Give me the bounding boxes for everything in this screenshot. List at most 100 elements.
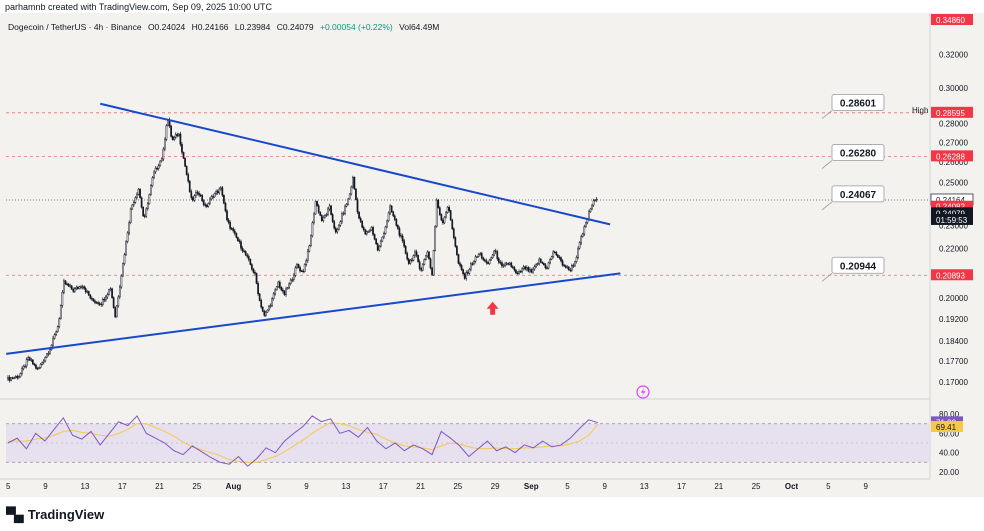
candle[interactable] bbox=[552, 250, 555, 259]
candle[interactable] bbox=[95, 301, 98, 304]
candle[interactable] bbox=[345, 202, 348, 208]
candle[interactable] bbox=[519, 270, 522, 273]
candle[interactable] bbox=[150, 184, 152, 196]
candle[interactable] bbox=[277, 280, 280, 289]
candle[interactable] bbox=[184, 157, 186, 168]
candle[interactable] bbox=[476, 255, 478, 258]
candle[interactable] bbox=[109, 287, 112, 292]
candle[interactable] bbox=[154, 166, 157, 175]
candle[interactable] bbox=[18, 375, 20, 380]
candle[interactable] bbox=[390, 205, 393, 213]
candle[interactable] bbox=[178, 132, 180, 137]
candle[interactable] bbox=[286, 286, 289, 290]
candle[interactable] bbox=[362, 225, 365, 232]
candle[interactable] bbox=[132, 200, 135, 207]
candle[interactable] bbox=[361, 220, 364, 229]
candle[interactable] bbox=[515, 268, 517, 275]
candle[interactable] bbox=[501, 260, 503, 269]
candle[interactable] bbox=[423, 258, 426, 266]
candle[interactable] bbox=[434, 225, 437, 252]
candle[interactable] bbox=[274, 288, 277, 296]
candle[interactable] bbox=[32, 358, 34, 365]
candle[interactable] bbox=[477, 253, 480, 258]
candle[interactable] bbox=[314, 200, 317, 215]
candle[interactable] bbox=[438, 206, 441, 217]
candle[interactable] bbox=[485, 258, 488, 265]
candle[interactable] bbox=[136, 192, 138, 200]
candle[interactable] bbox=[229, 220, 231, 231]
candle[interactable] bbox=[595, 197, 598, 203]
candle[interactable] bbox=[210, 194, 213, 201]
candle[interactable] bbox=[156, 166, 158, 171]
candle[interactable] bbox=[67, 282, 70, 288]
candle[interactable] bbox=[280, 286, 283, 292]
candle[interactable] bbox=[77, 285, 79, 290]
candle[interactable] bbox=[328, 203, 331, 212]
candle[interactable] bbox=[393, 214, 396, 221]
candle[interactable] bbox=[134, 196, 137, 204]
candle[interactable] bbox=[521, 267, 524, 274]
candle[interactable] bbox=[365, 230, 368, 236]
candle[interactable] bbox=[188, 180, 191, 193]
candle[interactable] bbox=[400, 233, 402, 239]
candle[interactable] bbox=[73, 287, 76, 293]
candle[interactable] bbox=[529, 267, 531, 274]
candle[interactable] bbox=[137, 187, 140, 196]
candle[interactable] bbox=[98, 301, 101, 306]
candle[interactable] bbox=[8, 375, 11, 383]
candle[interactable] bbox=[493, 249, 496, 257]
candle[interactable] bbox=[45, 353, 48, 359]
candle[interactable] bbox=[14, 375, 17, 379]
candle[interactable] bbox=[148, 193, 151, 205]
candle[interactable] bbox=[114, 306, 117, 319]
candle[interactable] bbox=[80, 284, 82, 290]
candle[interactable] bbox=[241, 246, 244, 253]
candle[interactable] bbox=[19, 372, 22, 378]
candle[interactable] bbox=[502, 263, 505, 268]
candle[interactable] bbox=[356, 197, 359, 215]
candle[interactable] bbox=[157, 163, 160, 171]
candle[interactable] bbox=[539, 258, 542, 264]
candle[interactable] bbox=[139, 188, 141, 199]
candle[interactable] bbox=[278, 280, 281, 290]
candle[interactable] bbox=[543, 262, 545, 266]
candle[interactable] bbox=[367, 230, 370, 233]
candle[interactable] bbox=[358, 211, 360, 220]
candle[interactable] bbox=[153, 170, 155, 180]
candle[interactable] bbox=[442, 218, 444, 225]
price-callout[interactable]: 0.20944 bbox=[821, 256, 885, 282]
candle[interactable] bbox=[575, 255, 578, 264]
candle[interactable] bbox=[440, 213, 443, 222]
candle[interactable] bbox=[319, 211, 322, 217]
candle[interactable] bbox=[435, 198, 438, 228]
symbol-name[interactable]: Dogecoin / TetherUS · 4h · Binance bbox=[8, 22, 142, 32]
candle[interactable] bbox=[56, 325, 59, 333]
candle[interactable] bbox=[160, 157, 163, 163]
candle[interactable] bbox=[563, 263, 565, 267]
candle[interactable] bbox=[125, 240, 127, 256]
candle[interactable] bbox=[285, 286, 287, 297]
candle[interactable] bbox=[334, 226, 337, 234]
candle[interactable] bbox=[204, 202, 207, 208]
candle[interactable] bbox=[353, 176, 356, 190]
candle[interactable] bbox=[306, 248, 309, 263]
candle[interactable] bbox=[533, 264, 536, 271]
candle[interactable] bbox=[302, 269, 304, 274]
candle[interactable] bbox=[224, 201, 227, 213]
candle[interactable] bbox=[122, 262, 124, 278]
candle[interactable] bbox=[129, 207, 132, 225]
candle[interactable] bbox=[581, 232, 584, 238]
candle[interactable] bbox=[401, 233, 404, 243]
candle[interactable] bbox=[355, 188, 357, 201]
candle[interactable] bbox=[59, 304, 62, 320]
candle[interactable] bbox=[263, 309, 266, 317]
candle[interactable] bbox=[140, 196, 143, 209]
candle[interactable] bbox=[451, 218, 454, 231]
candle[interactable] bbox=[176, 132, 179, 138]
candle[interactable] bbox=[191, 196, 194, 202]
candle[interactable] bbox=[549, 257, 551, 265]
candle[interactable] bbox=[452, 227, 455, 240]
candle[interactable] bbox=[473, 259, 475, 266]
candle[interactable] bbox=[378, 244, 381, 252]
candle[interactable] bbox=[412, 254, 415, 262]
